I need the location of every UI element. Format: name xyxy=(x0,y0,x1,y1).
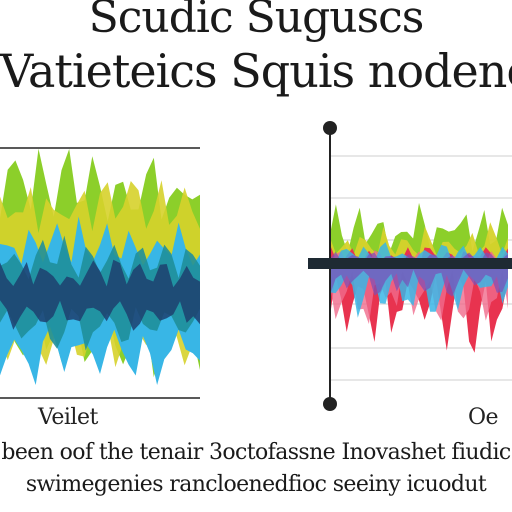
title-line-2: Vatieteics Squis nodencl xyxy=(0,44,512,98)
right-chart-label: Oe xyxy=(468,405,499,430)
title-line-1: Scudic Suguscs xyxy=(88,0,425,43)
right-axis-top-dot xyxy=(323,121,337,135)
right-waveform-panel xyxy=(300,118,512,418)
left-wave-layers xyxy=(0,148,200,385)
left-wave-navy xyxy=(0,259,200,331)
caption-line-1: been oof the tenair 3octofassne Inovashe… xyxy=(1,440,511,465)
right-waveform-graphic xyxy=(308,121,512,411)
left-waveform-graphic xyxy=(0,147,200,399)
left-chart-label: Veilet xyxy=(38,405,98,430)
right-wave-layers xyxy=(330,202,508,353)
right-horizontal-bar xyxy=(308,258,512,269)
right-axis-bottom-dot xyxy=(323,397,337,411)
caption-line-2: swimegenies rancloenedfioc seeiny icuodu… xyxy=(25,472,487,497)
left-waveform-panel xyxy=(0,130,210,400)
